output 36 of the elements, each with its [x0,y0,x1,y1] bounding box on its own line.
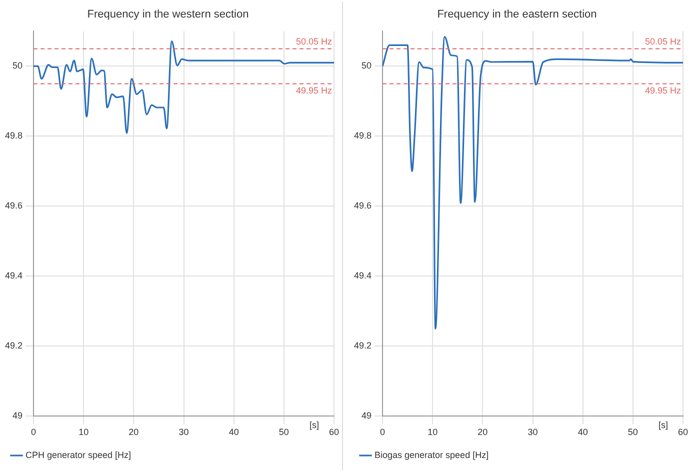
y-tick-label: 50 [362,60,372,71]
y-tick-label: 50 [12,60,23,71]
x-tick-label: 60 [328,427,339,438]
y-tick-label: 49.8 [4,130,23,141]
x-tick-label: 20 [478,427,488,438]
y-tick-label: 49.2 [354,340,372,351]
x-tick-label: 30 [178,427,189,438]
x-axis-title: [s] [658,420,668,430]
x-tick-label: 50 [278,427,289,438]
chart-title: Frequency in the western section [87,8,249,21]
x-tick-label: 0 [380,427,386,438]
ref-line-label: 49.95 Hz [644,86,682,96]
y-tick-label: 49 [12,410,23,421]
y-tick-label: 49.2 [4,340,23,351]
x-tick-label: 0 [31,427,36,438]
y-tick-label: 49.6 [4,200,23,211]
x-tick-label: 40 [228,427,239,438]
x-axis-title: [s] [309,420,319,430]
x-tick-label: 30 [528,427,538,438]
chart-title: Frequency in the eastern section [437,8,597,21]
legend-label: CPH generator speed [Hz] [26,450,132,460]
x-tick-label: 40 [578,427,588,438]
x-tick-label: 60 [678,427,688,438]
y-tick-label: 49.4 [4,270,23,281]
y-tick-label: 49.6 [354,200,372,211]
ref-line-label: 50.05 Hz [296,36,332,47]
legend-label: Biogas generator speed [Hz] [374,450,489,460]
x-tick-label: 50 [628,427,638,438]
x-tick-label: 20 [128,427,139,438]
ref-line-label: 49.95 Hz [296,86,332,96]
y-tick-label: 49 [362,410,372,421]
y-tick-label: 49.8 [354,130,372,141]
ref-line-label: 50.05 Hz [644,36,682,47]
x-tick-label: 10 [78,427,89,438]
y-tick-label: 49.4 [354,270,372,281]
x-tick-label: 10 [428,427,438,438]
